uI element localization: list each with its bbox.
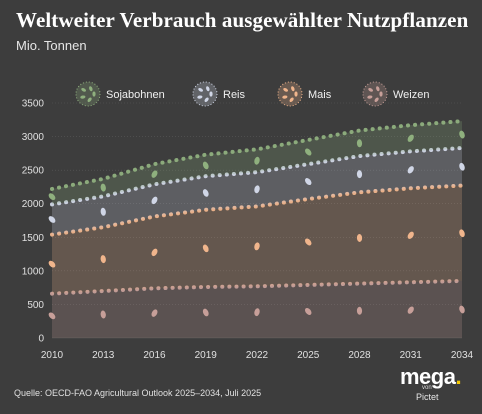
y-tick-2000: 2000	[22, 199, 45, 210]
point-reis-2031	[407, 166, 414, 174]
point-weizen-2031	[407, 306, 414, 314]
legend-swatch-sojabohnen	[75, 81, 101, 107]
x-tick-2025: 2025	[297, 350, 320, 361]
point-mais-2019	[202, 244, 209, 253]
point-reis-2028	[356, 170, 363, 179]
point-mais-2025	[304, 238, 312, 246]
point-weizen-2010	[48, 312, 56, 320]
legend-label-weizen: Weizen	[393, 89, 429, 101]
series-line-reis	[50, 145, 464, 207]
x-tick-2028: 2028	[348, 350, 371, 361]
y-tick-0: 0	[38, 334, 44, 345]
point-reis-2019	[202, 189, 209, 197]
point-mais-2034	[459, 229, 465, 238]
x-axis-ticks: 2010 2013 2016 2019 2022 2025 2028 2031 2034	[41, 350, 474, 361]
point-weizen-2028	[356, 306, 363, 315]
point-mais-2028	[356, 233, 363, 242]
x-tick-2022: 2022	[246, 350, 269, 361]
x-tick-2010: 2010	[41, 350, 64, 361]
point-mais-2031	[407, 231, 414, 239]
point-sojabohnen-2019	[202, 161, 209, 170]
point-weizen-2034	[459, 305, 465, 314]
point-reis-2010	[48, 216, 56, 223]
point-sojabohnen-2034	[459, 130, 465, 139]
point-reis-2016	[151, 196, 158, 205]
legend-item-sojabohnen: Sojabohnen	[75, 81, 165, 107]
legend-label-mais: Mais	[308, 89, 332, 101]
source-note: Quelle: OECD-FAO Agricultural Outlook 20…	[14, 388, 262, 398]
x-tick-2013: 2013	[92, 350, 115, 361]
series-line-sojabohnen	[50, 119, 464, 191]
area-mais	[52, 185, 462, 294]
point-weizen-2013	[100, 310, 106, 319]
legend-label-reis: Reis	[223, 89, 246, 101]
legend-label-sojabohnen: Sojabohnen	[106, 89, 165, 101]
legend-swatch-reis	[192, 81, 218, 107]
legend-swatch-weizen	[362, 81, 388, 107]
y-axis-ticks: 0 500 1000 1500 2000 2500 3000 3500	[22, 99, 45, 345]
point-sojabohnen-2013	[100, 183, 106, 192]
y-tick-2500: 2500	[22, 166, 45, 177]
point-sojabohnen-2031	[407, 134, 414, 142]
point-mais-2013	[100, 255, 106, 264]
point-weizen-2025	[304, 307, 312, 315]
chart-subtitle: Mio. Tonnen	[16, 38, 87, 53]
y-tick-1500: 1500	[22, 233, 45, 244]
y-tick-3000: 3000	[22, 132, 45, 143]
x-tick-2034: 2034	[451, 350, 474, 361]
x-tick-2016: 2016	[143, 350, 166, 361]
point-weizen-2019	[202, 308, 209, 317]
logo-company: Pictet	[416, 392, 439, 402]
point-mais-2010	[48, 260, 56, 268]
point-sojabohnen-2010	[48, 193, 56, 201]
point-mais-2016	[151, 248, 158, 257]
legend-item-reis: Reis	[192, 81, 246, 107]
y-tick-1000: 1000	[22, 266, 45, 277]
y-tick-500: 500	[27, 300, 44, 311]
mega-pictet-logo: mega. von Pictet	[400, 364, 470, 408]
point-sojabohnen-2022	[254, 156, 260, 165]
series-line-mais	[50, 183, 464, 237]
chart-areas	[48, 119, 465, 338]
x-tick-2019: 2019	[195, 350, 218, 361]
point-reis-2034	[459, 162, 465, 171]
point-reis-2013	[100, 207, 106, 216]
point-sojabohnen-2025	[304, 148, 312, 156]
logo-wordmark: mega.	[400, 364, 462, 389]
series-line-weizen	[50, 278, 464, 296]
point-mais-2022	[254, 242, 260, 251]
chart-title: Weltweiter Verbrauch ausgewählter Nutzpf…	[16, 8, 469, 32]
logo-von: von	[422, 385, 432, 391]
y-tick-3500: 3500	[22, 99, 45, 110]
legend-item-weizen: Weizen	[362, 81, 429, 107]
point-sojabohnen-2016	[151, 170, 158, 178]
x-tick-2031: 2031	[400, 350, 423, 361]
legend: Sojabohnen Reis Mais Weizen	[75, 81, 429, 107]
gridlines	[52, 102, 462, 339]
point-weizen-2022	[254, 308, 260, 317]
point-reis-2025	[304, 178, 312, 186]
point-sojabohnen-2028	[356, 139, 363, 148]
point-weizen-2016	[151, 309, 158, 317]
legend-swatch-mais	[277, 81, 303, 107]
legend-item-mais: Mais	[277, 81, 332, 107]
point-reis-2022	[254, 185, 260, 194]
